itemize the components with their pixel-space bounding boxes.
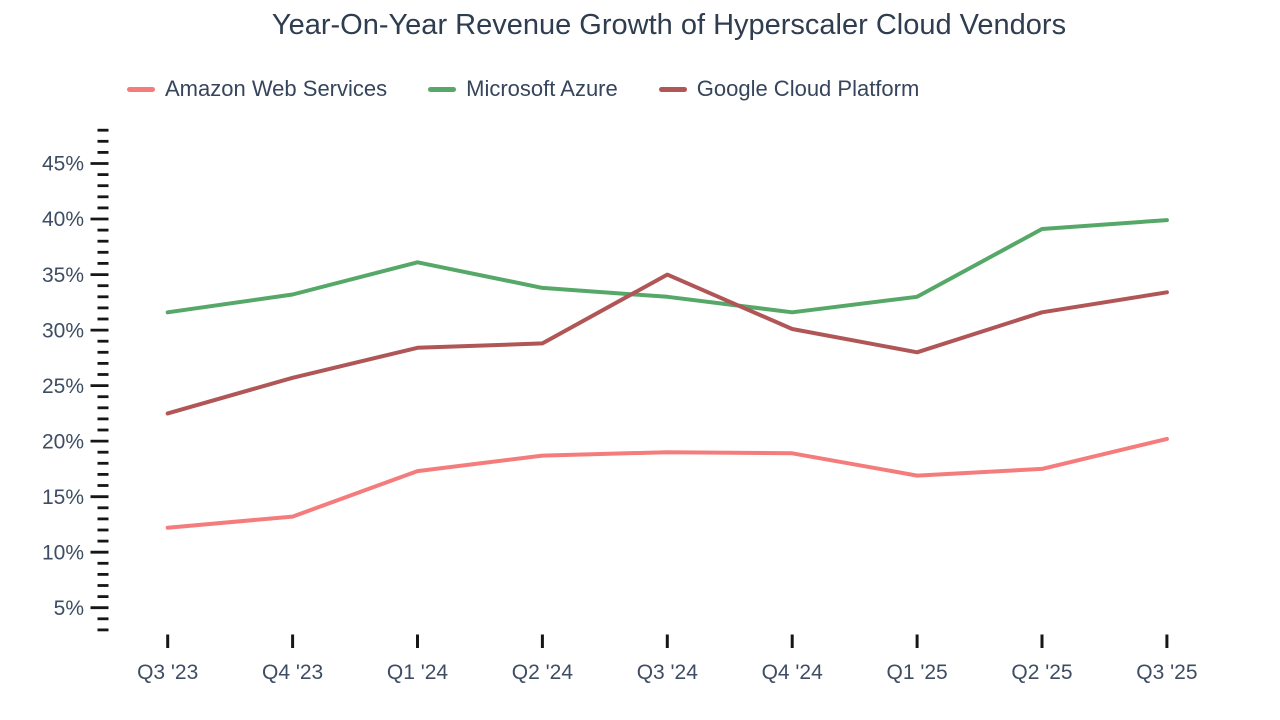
x-axis: Q3 '23 Q4 '23 Q1 '24 Q2 '24 Q3 '24 Q4 '24 Q1 '… (137, 634, 1198, 684)
y-axis: 5% 10% 15% 20% 25% 30% 35% 40% 45% (42, 128, 109, 632)
x-axis-tick-label: Q2 '25 (1011, 661, 1072, 684)
y-axis-tick-label: 15% (42, 486, 84, 509)
amazon-web-services-line (165, 436, 1169, 530)
y-axis-tick-label: 25% (42, 375, 84, 398)
y-axis-tick-label: 20% (42, 430, 84, 453)
x-axis-tick-label: Q4 '23 (262, 661, 323, 684)
y-axis-tick-label: 40% (42, 208, 84, 231)
x-axis-tick-label: Q1 '24 (387, 661, 449, 684)
y-axis-tick-label: 45% (42, 153, 84, 176)
google-cloud-platform-line (165, 272, 1169, 416)
x-axis-tick-label: Q3 '23 (137, 661, 198, 684)
x-axis-tick-label: Q2 '24 (512, 661, 574, 684)
gcp-line-swatch (658, 86, 687, 92)
x-axis-tick-label: Q3 '25 (1136, 661, 1197, 684)
legend-item-google-cloud-platform: Google Cloud Platform (658, 76, 920, 101)
legend-item-microsoft-azure: Microsoft Azure (428, 78, 618, 100)
legend-label-azure: Microsoft Azure (466, 76, 618, 101)
azure-line-swatch (428, 86, 457, 92)
x-axis-tick-label: Q4 '24 (762, 661, 824, 684)
chart-title: Year-On-Year Revenue Growth of Hyperscal… (272, 9, 1066, 41)
legend: Amazon Web Services Microsoft Azure Goog… (127, 78, 919, 100)
y-axis-tick-label: 35% (42, 264, 84, 287)
legend-item-amazon-web-services: Amazon Web Services (127, 78, 387, 100)
microsoft-azure-line (165, 218, 1169, 315)
aws-line-swatch (127, 86, 155, 92)
y-axis-tick-label: 5% (54, 597, 84, 620)
y-axis-tick-label: 10% (42, 541, 84, 564)
legend-label-gcp: Google Cloud Platform (696, 76, 920, 101)
y-axis-tick-label: 30% (42, 319, 84, 342)
series-lines (165, 218, 1169, 530)
x-axis-tick-label: Q3 '24 (637, 661, 699, 684)
x-axis-tick-label: Q1 '25 (886, 661, 947, 684)
legend-label-aws: Amazon Web Services (165, 76, 388, 101)
